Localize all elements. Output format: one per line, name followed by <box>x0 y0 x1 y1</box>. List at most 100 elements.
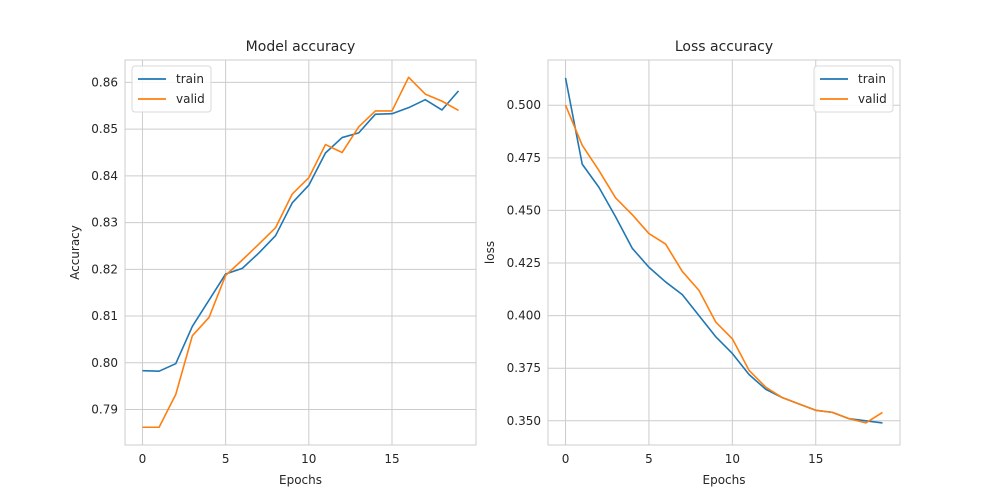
loss-train-point <box>614 216 616 218</box>
accuracy-valid-point <box>208 316 210 318</box>
accuracy-train-point <box>175 363 177 365</box>
accuracy-train-point <box>441 109 443 111</box>
loss-train-point <box>748 373 750 375</box>
accuracy-valid-point <box>441 100 443 102</box>
accuracy-valid-point <box>258 243 260 245</box>
loss-valid-point <box>564 104 566 106</box>
accuracy-train-point <box>141 370 143 372</box>
accuracy-valid-point <box>191 334 193 336</box>
accuracy-y-tick-label: 0.83 <box>91 216 118 230</box>
accuracy-chart: 0 5 10 15 0.79 0.80 0.81 0.82 0.83 0.84 0.85 0.86 Mo… <box>68 39 477 487</box>
accuracy-chart-title: Model accuracy <box>246 39 356 55</box>
accuracy-valid-point <box>175 393 177 395</box>
accuracy-y-tick-label: 0.84 <box>91 169 118 183</box>
loss-y-tick-label: 0.475 <box>507 151 541 165</box>
accuracy-x-tick-label: 0 <box>139 452 147 466</box>
loss-y-tick-label: 0.500 <box>507 98 541 112</box>
loss-x-tick-label: 10 <box>725 452 740 466</box>
loss-valid-point <box>631 213 633 215</box>
loss-valid-point <box>731 338 733 340</box>
accuracy-y-tick-label: 0.85 <box>91 122 118 136</box>
loss-valid-point <box>881 411 883 413</box>
loss-valid-point <box>798 403 800 405</box>
accuracy-valid-point <box>224 274 226 276</box>
accuracy-y-tick-label: 0.82 <box>91 262 118 276</box>
loss-valid-point <box>748 369 750 371</box>
accuracy-valid-point <box>141 426 143 428</box>
loss-train-point <box>731 352 733 354</box>
accuracy-valid-point <box>358 126 360 128</box>
loss-valid-point <box>648 232 650 234</box>
accuracy-train-point <box>158 370 160 372</box>
loss-x-tick-label: 15 <box>808 452 823 466</box>
loss-valid-point <box>848 418 850 420</box>
loss-legend-label-valid: valid <box>858 92 887 106</box>
loss-valid-point <box>681 270 683 272</box>
loss-train-point <box>631 247 633 249</box>
accuracy-valid-point <box>391 110 393 112</box>
loss-train-point <box>581 163 583 165</box>
loss-train-point <box>714 335 716 337</box>
accuracy-y-axis-label: Accuracy <box>68 225 82 280</box>
accuracy-valid-point <box>274 227 276 229</box>
loss-valid-point <box>781 396 783 398</box>
accuracy-train-point <box>241 267 243 269</box>
accuracy-train-point <box>258 252 260 254</box>
accuracy-train-point <box>374 113 376 115</box>
accuracy-legend-box <box>131 65 212 113</box>
loss-y-tick-label: 0.375 <box>507 361 541 375</box>
accuracy-x-tick-label: 5 <box>222 452 230 466</box>
accuracy-valid-point <box>457 109 459 111</box>
loss-train-point <box>664 281 666 283</box>
accuracy-train-point <box>358 132 360 134</box>
accuracy-legend-label-valid: valid <box>176 92 205 106</box>
accuracy-valid-point <box>374 110 376 112</box>
accuracy-x-tick-label: 15 <box>384 452 399 466</box>
accuracy-series-train-line <box>142 90 460 372</box>
loss-legend-box <box>813 65 894 113</box>
accuracy-frame <box>124 59 477 446</box>
accuracy-train-point <box>291 202 293 204</box>
accuracy-series-valid-line <box>142 76 459 429</box>
loss-train-point <box>698 314 700 316</box>
loss-y-tick-label: 0.425 <box>507 256 541 270</box>
accuracy-train-point <box>274 234 276 236</box>
loss-train-point <box>681 293 683 295</box>
loss-valid-point <box>765 386 767 388</box>
accuracy-valid-point <box>341 151 343 153</box>
accuracy-legend: train valid <box>131 65 212 113</box>
loss-valid-point <box>664 243 666 245</box>
loss-valid-point <box>815 409 817 411</box>
loss-train-point <box>598 186 600 188</box>
loss-plot-area <box>548 60 900 445</box>
loss-y-axis-label: loss <box>483 241 497 264</box>
accuracy-y-tick-label: 0.86 <box>91 75 118 89</box>
accuracy-x-tick-label: 10 <box>301 452 316 466</box>
loss-train-point <box>648 266 650 268</box>
accuracy-train-point <box>191 325 193 327</box>
loss-x-axis-label: Epochs <box>703 473 746 487</box>
accuracy-train-point <box>391 113 393 115</box>
loss-series-valid-line <box>564 104 883 424</box>
accuracy-valid-point <box>424 93 426 95</box>
accuracy-y-tick-label: 0.81 <box>91 309 118 323</box>
accuracy-valid-point <box>158 426 160 428</box>
loss-frame <box>547 59 901 446</box>
loss-train-point <box>881 422 883 424</box>
loss-y-tick-label: 0.350 <box>507 414 541 428</box>
accuracy-valid-point <box>291 193 293 195</box>
loss-train-point <box>564 77 566 79</box>
loss-valid-point <box>598 169 600 171</box>
loss-valid-point <box>865 422 867 424</box>
accuracy-train-point <box>208 299 210 301</box>
accuracy-plot-area <box>125 60 476 445</box>
accuracy-valid-point <box>241 259 243 261</box>
accuracy-valid-point <box>324 143 326 145</box>
accuracy-train-point <box>424 99 426 101</box>
accuracy-train-point <box>407 106 409 108</box>
accuracy-train-point <box>341 136 343 138</box>
loss-chart: 0 5 10 15 0.350 0.375 0.400 0.425 0.450 0.475 0.50… <box>483 39 901 487</box>
loss-x-tick-label: 0 <box>562 452 570 466</box>
loss-x-tick-label: 5 <box>645 452 653 466</box>
